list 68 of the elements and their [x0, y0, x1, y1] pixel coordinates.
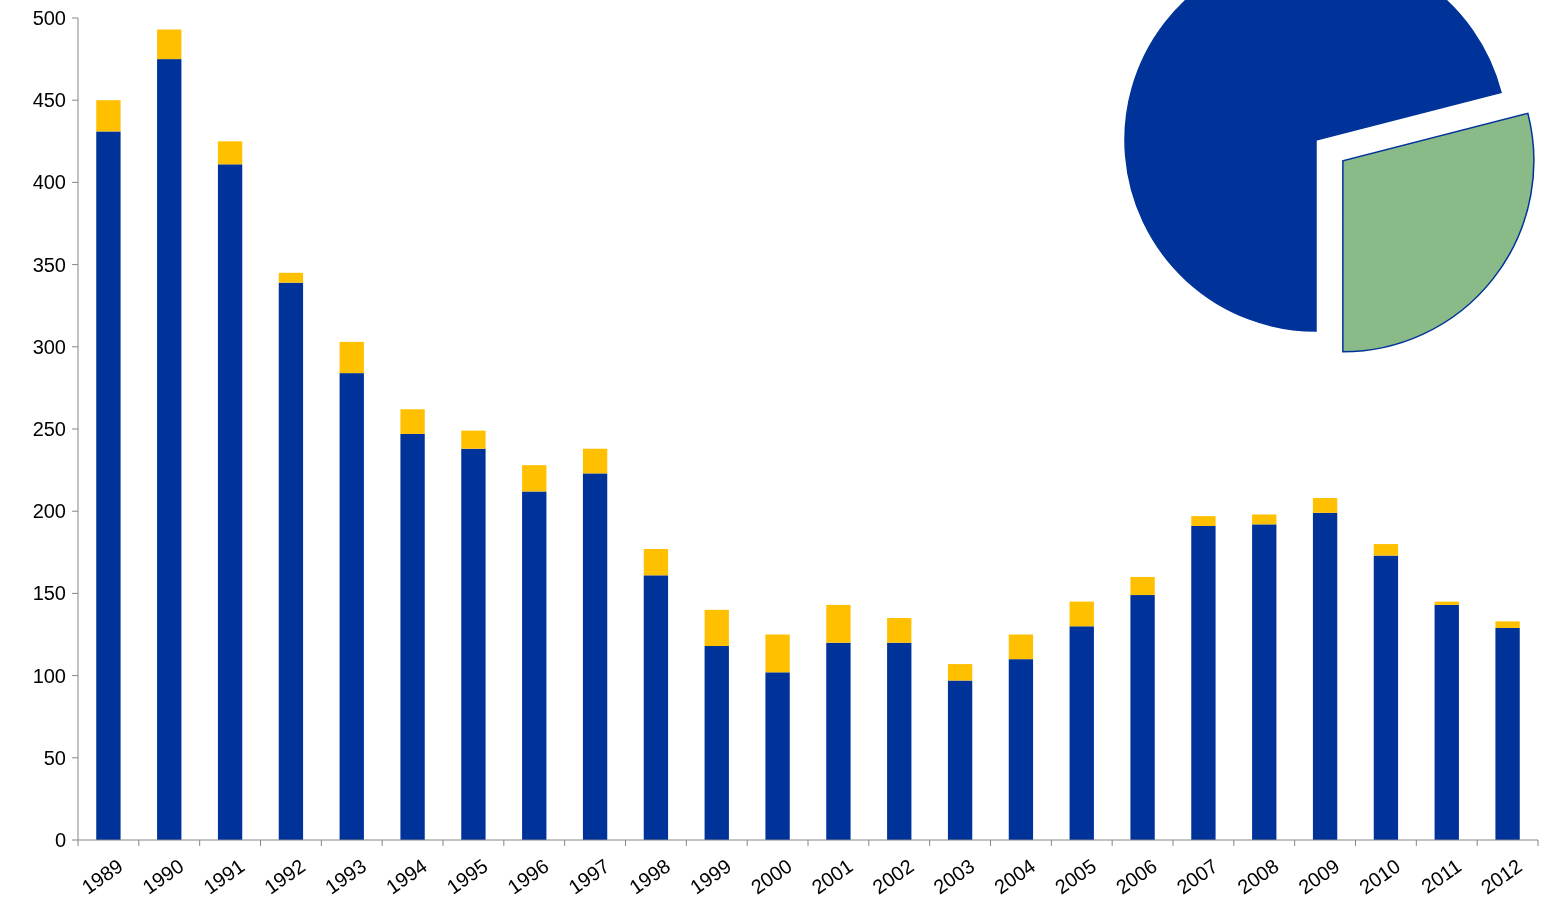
- bar: [96, 100, 121, 132]
- bar: [522, 465, 547, 492]
- bar: [826, 604, 851, 643]
- y-tick-label: 100: [32, 664, 66, 687]
- x-tick-label: 1996: [503, 854, 553, 899]
- bar: [339, 373, 364, 840]
- bar: [339, 341, 364, 374]
- bar: [1130, 595, 1155, 840]
- bar: [1069, 601, 1094, 627]
- bar: [157, 59, 182, 840]
- bar: [157, 29, 182, 60]
- bar: [1069, 626, 1094, 840]
- bar: [1434, 601, 1459, 605]
- bar: [947, 680, 973, 840]
- bar: [1373, 544, 1399, 556]
- y-tick-label: 450: [32, 89, 66, 112]
- y-tick-label: 0: [54, 829, 66, 851]
- bar: [643, 575, 669, 840]
- bar: [765, 634, 790, 673]
- bar: [1130, 576, 1155, 596]
- bar: [400, 433, 425, 840]
- y-tick-label: 400: [32, 171, 66, 194]
- bar: [1191, 526, 1216, 840]
- x-tick-label: 1993: [321, 854, 371, 899]
- bar: [887, 618, 912, 643]
- x-tick-label: 1998: [625, 854, 675, 899]
- bar: [461, 448, 486, 840]
- bar: [887, 642, 912, 840]
- bar: [582, 473, 608, 840]
- x-tick-label: 2011: [1417, 854, 1466, 898]
- bar: [522, 491, 547, 840]
- bar: [1312, 512, 1338, 840]
- bar: [826, 642, 851, 840]
- bar: [1008, 659, 1034, 840]
- bar: [217, 141, 243, 165]
- x-tick-label: 1990: [138, 854, 188, 899]
- bar: [278, 282, 304, 840]
- bar: [704, 646, 729, 840]
- bar: [1434, 604, 1459, 840]
- bar: [1312, 498, 1338, 513]
- x-tick-label: 1991: [199, 854, 249, 899]
- bar: [1495, 627, 1520, 840]
- bar: [217, 164, 243, 840]
- y-tick-label: 150: [32, 582, 66, 605]
- bar: [278, 272, 304, 283]
- x-tick-label: 1992: [260, 854, 310, 899]
- bar: [704, 609, 729, 647]
- y-tick-label: 500: [32, 7, 66, 29]
- bar: [1008, 634, 1034, 660]
- bar: [765, 672, 790, 840]
- y-tick-label: 350: [32, 253, 66, 276]
- y-tick-label: 300: [32, 335, 66, 358]
- bar: [1373, 555, 1399, 840]
- bar: [947, 664, 973, 681]
- bar: [96, 131, 121, 840]
- y-tick-label: 200: [32, 500, 66, 523]
- bar: [643, 549, 669, 576]
- bar: [1252, 524, 1277, 840]
- y-tick-label: 50: [43, 746, 66, 769]
- y-tick-label: 250: [32, 418, 66, 440]
- x-tick-label: 1989: [77, 854, 127, 899]
- bar: [582, 448, 608, 474]
- bar: [1495, 621, 1520, 628]
- bar: [1191, 516, 1216, 526]
- bar: [461, 430, 486, 449]
- bar: [400, 409, 425, 434]
- x-tick-label: 1999: [686, 854, 736, 899]
- bar: [1252, 514, 1277, 525]
